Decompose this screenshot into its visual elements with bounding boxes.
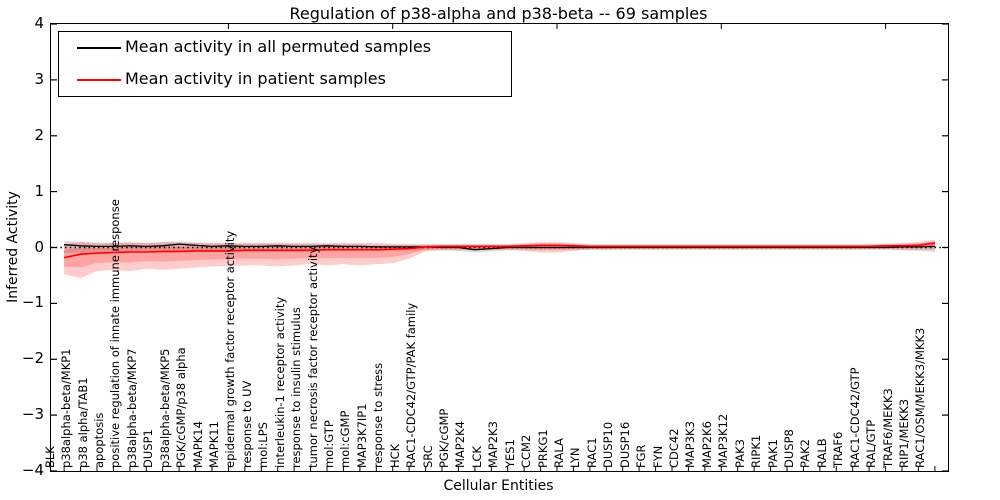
- x-tick-label: RALB: [814, 438, 829, 468]
- x-tick-label: MAP2K3: [486, 421, 501, 468]
- x-tick-label: mol:GTP: [321, 420, 336, 468]
- x-tick-label: interleukin-1 receptor activity: [272, 296, 287, 468]
- x-tick-label: MAP3K7IP1: [354, 403, 369, 468]
- x-tick-label: FGR: [634, 444, 649, 468]
- x-tick-label: epidermal growth factor receptor activit…: [223, 230, 238, 468]
- x-tick-label: RAC1-CDC42/GTP: [847, 367, 862, 468]
- legend-item-patient: Mean activity in patient samples: [59, 64, 511, 96]
- x-tick-label: response to stress: [371, 362, 386, 468]
- x-tick-label: apoptosis: [91, 412, 106, 468]
- x-tick-label: DUSP1: [141, 429, 156, 468]
- x-tick-label: LYN: [568, 447, 583, 468]
- legend-line-black: [77, 47, 121, 49]
- series-line-1: [63, 242, 936, 259]
- x-tick-label: mol:cGMP: [338, 410, 353, 468]
- x-tick-label: PRKG1: [535, 429, 550, 468]
- legend-item-permuted: Mean activity in all permuted samples: [59, 32, 511, 64]
- x-tick-label: SRC: [420, 445, 435, 468]
- plot-area: [50, 23, 949, 472]
- x-tick-label: HCK: [387, 443, 402, 468]
- x-tick-label: tumor necrosis factor receptor activity: [305, 246, 320, 468]
- y-tick-label: −3: [21, 405, 44, 424]
- y-tick-label: 2: [34, 125, 44, 144]
- x-tick-label: RAC1-CDC42/GTP/PAK family: [404, 302, 419, 468]
- x-tick-label: RIP1/MEKK3: [896, 398, 911, 468]
- x-tick-label: p38 alpha/TAB1: [75, 377, 90, 468]
- x-tick-label: DUSP16: [617, 421, 632, 468]
- series-line-0: [64, 243, 935, 251]
- x-tick-label: p38alpha-beta/MKP7: [124, 348, 139, 468]
- x-tick-label: CDC42: [666, 428, 681, 468]
- x-tick-label: RALA: [551, 438, 566, 468]
- x-tick-label: PGK/cGMP: [436, 408, 451, 468]
- x-tick-label: LCK: [469, 446, 484, 468]
- legend-label: Mean activity in patient samples: [125, 69, 386, 88]
- x-tick-label: MAPK11: [206, 421, 221, 468]
- x-tick-label: PAK2: [798, 439, 813, 468]
- x-tick-label: TRAF6: [831, 431, 846, 468]
- x-tick-label: positive regulation of innate immune res…: [108, 199, 123, 468]
- chart-title: Regulation of p38-alpha and p38-beta -- …: [289, 4, 708, 23]
- x-tick-label: PAK3: [732, 439, 747, 468]
- x-tick-label: MAP3K3: [683, 421, 698, 468]
- x-tick-label: PAK1: [765, 439, 780, 468]
- y-tick-label: 3: [34, 69, 44, 88]
- x-tick-label: p38alpha-beta/MKP1: [59, 348, 74, 468]
- y-tick-label: −4: [21, 461, 44, 479]
- x-tick-label: MAP3K12: [716, 413, 731, 468]
- x-tick-label: RAC1: [584, 437, 599, 468]
- x-tick-label: TRAF6/MEKK3: [880, 388, 895, 468]
- legend: Mean activity in all permuted samples Me…: [58, 31, 512, 97]
- legend-label: Mean activity in all permuted samples: [125, 37, 432, 56]
- x-tick-label: DUSP8: [781, 429, 796, 468]
- x-tick-label: response to UV: [239, 380, 254, 468]
- x-tick-label: CCM2: [519, 434, 534, 468]
- patient-std-band: [64, 239, 935, 279]
- x-tick-label: YES1: [502, 439, 517, 468]
- x-tick-label: MAPK14: [190, 421, 205, 468]
- x-tick-label: RIPK1: [749, 434, 764, 468]
- x-tick-label: RAC1/OSM/MEKK3/MKK3: [913, 327, 928, 468]
- x-tick-label: RAL/GTP: [864, 419, 879, 468]
- x-tick-label: mol:LPS: [256, 422, 271, 468]
- x-tick-label: response to insulin stimulus: [289, 307, 304, 468]
- y-tick-label: 0: [34, 237, 44, 256]
- x-tick-label: BLK: [42, 446, 57, 468]
- x-tick-label: p38alpha-beta/MKP5: [157, 348, 172, 468]
- x-tick-label: MAP2K6: [699, 421, 714, 468]
- x-tick-label: MAP2K4: [453, 421, 468, 468]
- x-tick-label: FYN: [650, 445, 665, 468]
- x-tick-label: DUSP10: [601, 421, 616, 468]
- y-tick-label: −1: [21, 293, 44, 312]
- y-tick-label: 4: [34, 14, 44, 32]
- y-tick-label: −2: [21, 349, 44, 368]
- legend-line-red: [77, 79, 121, 81]
- x-tick-label: PGK/cGMP/p38 alpha: [174, 347, 189, 468]
- y-tick-label: 1: [34, 181, 44, 200]
- x-axis-label: Cellular Entities: [443, 478, 554, 494]
